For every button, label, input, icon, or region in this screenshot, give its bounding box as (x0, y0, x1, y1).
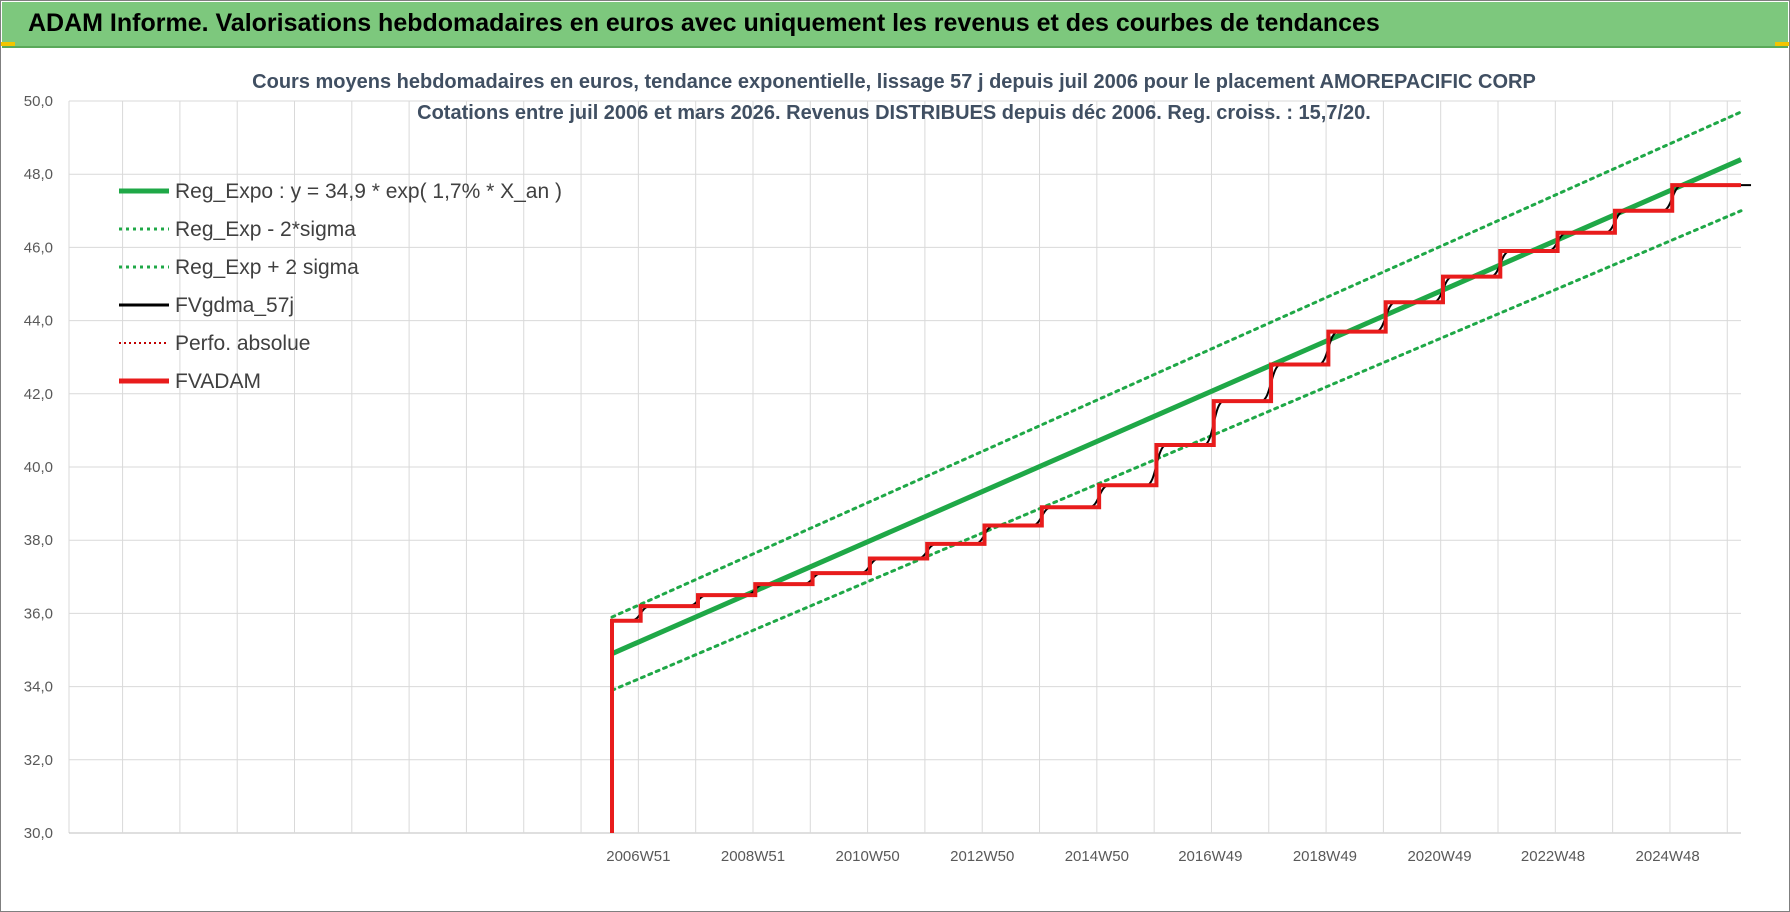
series-reg-expo (610, 157, 1743, 656)
x-tick-label: 2018W49 (1293, 848, 1357, 865)
y-tick-label: 34,0 (24, 679, 53, 696)
y-tick-label: 48,0 (24, 166, 53, 183)
y-tick-label: 44,0 (24, 313, 53, 330)
legend: Reg_Expo : y = 34,9 * exp( 1,7% * X_an )… (119, 180, 562, 393)
legend-reg-exp-plus-label: Reg_Exp + 2 sigma (175, 256, 359, 279)
x-tick-label: 2016W49 (1178, 848, 1242, 865)
y-tick-label: 32,0 (24, 752, 53, 769)
grid (68, 100, 1741, 834)
chart: Cours moyens hebdomadaires en euros, ten… (24, 71, 1752, 865)
legend-reg-exp-minus-label: Reg_Exp - 2*sigma (175, 218, 356, 241)
x-tick-label: 2014W50 (1065, 848, 1129, 865)
y-tick-label: 46,0 (24, 239, 53, 256)
x-axis: 2006W51 2008W51 2010W50 2012W50 2014W50 2016W… (606, 848, 1700, 865)
corner-marker-top-left (1, 42, 15, 46)
y-tick-label: 36,0 (24, 605, 53, 622)
series-fvadam (610, 183, 1741, 833)
x-tick-label: 2012W50 (950, 848, 1014, 865)
x-tick-label: 2006W51 (606, 848, 670, 865)
legend-reg-expo-label: Reg_Expo : y = 34,9 * exp( 1,7% * X_an ) (175, 180, 562, 203)
chart-title-line2: Cotations entre juil 2006 et mars 2026. … (417, 102, 1371, 124)
series-reg-exp-plus-2sigma (610, 110, 1743, 619)
y-axis: 30,0 32,0 34,0 36,0 38,0 40,0 42,0 44,0 46,0 48,0… (24, 93, 53, 842)
y-tick-label: 42,0 (24, 386, 53, 403)
y-tick-label: 50,0 (24, 93, 53, 110)
chart-title-line1: Cours moyens hebdomadaires en euros, ten… (252, 71, 1536, 93)
legend-perfo-label: Perfo. absolue (175, 332, 310, 355)
legend-fvgdma-label: FVgdma_57j (175, 294, 294, 317)
legend-fvadam-label: FVADAM (175, 370, 261, 393)
x-tick-label: 2020W49 (1407, 848, 1471, 865)
series-reg-exp-minus-2sigma (610, 209, 1743, 692)
x-tick-label: 2010W50 (835, 848, 899, 865)
x-tick-label: 2008W51 (721, 848, 785, 865)
x-tick-label: 2022W48 (1521, 848, 1585, 865)
plot-series (610, 110, 1752, 833)
y-tick-label: 38,0 (24, 532, 53, 549)
y-tick-label: 30,0 (24, 825, 53, 842)
report-banner: ADAM Informe. Valorisations hebdomadaire… (2, 2, 1788, 48)
corner-marker-top-right (1775, 42, 1789, 46)
y-tick-label: 40,0 (24, 459, 53, 476)
banner-title: ADAM Informe. Valorisations hebdomadaire… (28, 9, 1380, 37)
x-tick-label: 2024W48 (1636, 848, 1700, 865)
